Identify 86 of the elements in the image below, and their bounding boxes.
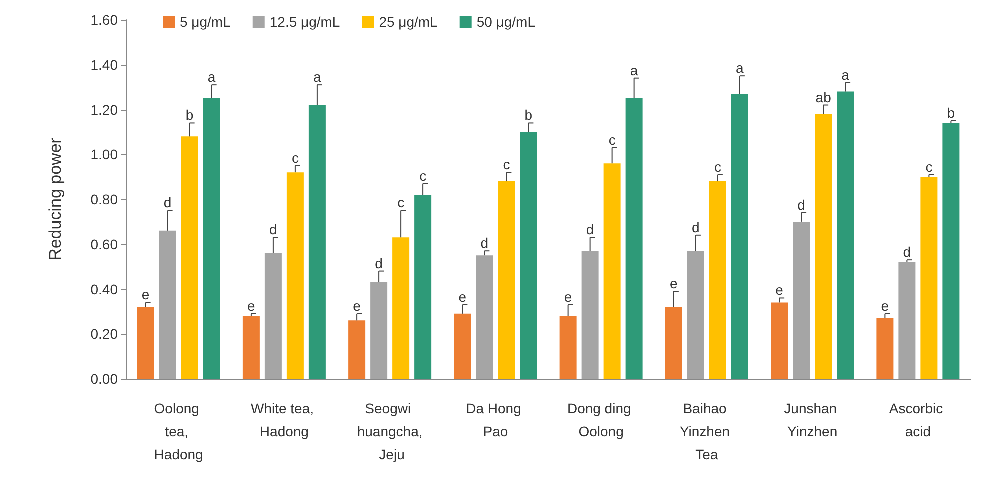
data-label: c <box>503 156 510 173</box>
bar <box>286 172 304 379</box>
y-tick-label: 1.60 <box>90 12 118 28</box>
y-tick-label: 1.20 <box>90 102 118 118</box>
data-label: e <box>142 286 150 303</box>
bar <box>731 94 748 379</box>
bar <box>837 92 854 379</box>
bar <box>771 302 788 379</box>
bar <box>604 164 621 379</box>
data-label: c <box>926 158 933 175</box>
bar <box>898 262 916 379</box>
bar <box>203 98 220 379</box>
x-tick-label: Dong ding Oolong <box>567 400 636 440</box>
data-label: a <box>736 60 744 76</box>
x-tick-label: Oolong tea, Hadong <box>154 400 204 462</box>
data-label: a <box>208 69 216 86</box>
x-tick-label: Ascorbic acid <box>889 400 947 440</box>
data-label: a <box>314 69 322 86</box>
data-label: ab <box>816 89 832 106</box>
bar <box>392 238 410 379</box>
data-label: c <box>292 150 299 166</box>
y-tick-label: 1.40 <box>90 56 118 73</box>
bar <box>665 307 682 379</box>
data-label: e <box>248 298 256 314</box>
x-tick-label: Baihao Yinzhen Tea <box>680 400 734 462</box>
data-label: c <box>398 194 405 211</box>
data-label: b <box>524 107 533 124</box>
legend-label: 12.5 μg/mL <box>270 14 340 30</box>
bar <box>476 256 494 379</box>
bar <box>414 195 432 379</box>
bar <box>181 136 198 379</box>
y-tick-label: 1.00 <box>90 146 118 163</box>
y-tick-label: 0.60 <box>90 236 118 252</box>
bar <box>815 114 832 379</box>
y-tick-label: 0.40 <box>90 281 118 298</box>
bar <box>264 253 282 379</box>
bar <box>876 318 894 379</box>
data-label: d <box>270 222 278 238</box>
data-label: e <box>353 298 362 314</box>
data-label: d <box>798 196 806 213</box>
data-label: e <box>776 282 784 298</box>
bar <box>709 182 726 379</box>
data-label: d <box>164 194 172 211</box>
x-tick-label: White tea, Hadong <box>250 400 318 440</box>
legend-label: 25 μg/mL <box>379 14 438 30</box>
data-label: e <box>670 275 678 292</box>
bar <box>137 307 154 379</box>
bar <box>920 177 938 379</box>
data-label: c <box>608 132 616 148</box>
y-tick-label: 0.80 <box>90 192 118 208</box>
bar <box>308 105 326 379</box>
bar <box>520 132 538 379</box>
bar <box>626 98 643 379</box>
x-tick-label: Junshan Yinzhen <box>784 400 841 440</box>
bar <box>687 251 704 379</box>
data-label: e <box>458 288 467 305</box>
bar <box>242 316 260 379</box>
bar <box>793 222 810 379</box>
data-label: d <box>375 255 383 272</box>
data-label: d <box>692 219 700 236</box>
data-label: d <box>903 244 912 260</box>
data-label: b <box>947 104 956 121</box>
data-label: e <box>564 288 572 305</box>
data-label: a <box>842 66 850 83</box>
y-axis-title: Reducing power <box>46 138 65 261</box>
x-tick-label: Da Hong Pao <box>466 400 526 440</box>
y-tick-label: 0.00 <box>90 371 118 387</box>
bar <box>942 123 960 379</box>
data-label: a <box>630 62 638 78</box>
data-label: c <box>714 158 722 175</box>
bar <box>498 182 516 379</box>
bar <box>348 320 366 379</box>
legend-label: 50 μg/mL <box>476 14 536 30</box>
data-label: b <box>186 107 194 124</box>
legend-label: 5 μg/mL <box>180 14 232 30</box>
y-tick-label: 0.20 <box>90 326 118 342</box>
data-label: d <box>480 235 489 252</box>
bar <box>370 282 388 379</box>
bar <box>454 314 472 379</box>
data-label: e <box>881 298 890 314</box>
data-label: d <box>586 222 594 238</box>
bar <box>159 230 176 379</box>
bar <box>582 251 599 379</box>
bar <box>560 316 577 379</box>
x-tick-label: Seogwi huangcha, Jeju <box>357 400 423 462</box>
data-label: c <box>420 168 427 184</box>
